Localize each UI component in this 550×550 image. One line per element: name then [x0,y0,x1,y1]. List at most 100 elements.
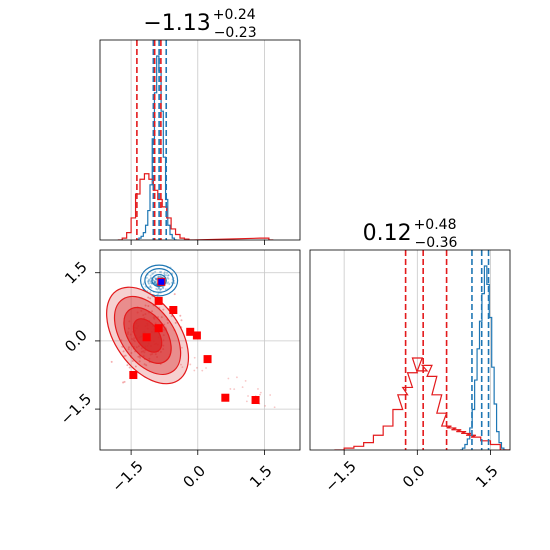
sample-dot [165,274,168,277]
sample-dot [122,350,125,353]
y-tick-label: −1.5 [57,390,95,428]
x-tick-label: 1.5 [472,462,502,492]
sample-dot [149,277,152,280]
sample-dot [273,406,276,409]
sample-dot [149,274,152,277]
sample-dot [167,274,170,277]
sample-dot [134,365,137,368]
sample-dot [157,275,160,278]
sample-dot [147,296,150,299]
sample-dot [131,359,134,362]
histogram-clip-group [334,265,510,450]
red-square-marker [221,393,230,402]
sample-dot [127,348,130,351]
sample-dot [149,280,152,283]
sample-dot [164,288,167,291]
sample-dot [148,279,151,282]
sample-dot [143,363,146,366]
sample-dot [147,281,150,284]
sample-dot [157,276,160,279]
sample-dot [147,304,150,307]
sample-dot [157,287,160,290]
red-square-marker [192,331,201,340]
sample-dot [152,272,155,275]
sample-dot [174,321,177,324]
sample-dot [149,285,152,288]
sample-dot [241,386,244,389]
sample-dot [244,379,247,382]
histogram-panel-param1: −1.13 +0.24 −0.23 [99,7,301,245]
sample-dot [233,388,236,391]
red-square-marker [203,355,212,364]
x-tick-label: −1.5 [321,457,359,495]
grid-lines [343,250,491,450]
sample-dot [180,363,182,366]
sample-dot [155,283,158,286]
sample-dot [257,388,259,390]
sample-dot [167,277,170,280]
sample-dot [144,304,147,307]
sample-dot [123,380,126,383]
sample-dot [147,280,150,283]
sample-dot [148,278,151,281]
sample-dot [142,283,145,286]
sample-dot [189,363,192,366]
y-tick-label: 0.0 [61,326,91,356]
sample-dot [264,404,267,407]
quantile-lines [136,40,168,240]
red-square-marker [154,324,163,333]
sample-dot [154,281,157,284]
x-ticks: −1.5 0.0 1.5 [321,450,502,496]
sample-dot [205,367,207,369]
sample-dot [166,276,169,279]
x-ticks [130,240,265,245]
sample-dot [162,308,165,311]
sample-dot [153,281,156,284]
sample-dot [163,272,166,275]
sample-dot [269,394,272,396]
sample-dot [139,356,142,359]
sample-dot [127,346,130,349]
x-tick-label: −1.5 [108,457,146,495]
sample-dot [165,282,168,285]
red-square-marker [129,371,138,379]
x-tick-label: 0.0 [399,462,429,492]
truth-marker-square [158,278,165,285]
sample-dot [155,278,158,281]
sample-dot [156,288,159,291]
x-ticks: −1.5 0.0 1.5 [108,450,276,496]
quantile-lines [404,250,490,450]
red-square-marker [251,396,260,404]
sample-dot [259,393,261,396]
histogram-series [334,265,510,450]
sample-dot [155,287,158,290]
sample-dot [146,280,149,283]
contour-level [144,268,174,293]
sample-dot [259,391,262,394]
histogram-panel-param2: −1.5 0.0 1.5 0.12 +0.48 −0.36 [309,217,511,496]
red-square-marker [154,296,163,305]
sample-dot [154,280,157,283]
grid-lines [130,40,265,240]
sample-dot [160,316,163,319]
sample-dot [152,279,155,282]
red-square-marker [169,306,178,314]
sample-dot [158,271,161,274]
sample-dot [155,278,158,281]
sample-dot [180,319,183,322]
sample-dot [167,281,170,284]
sample-dot [227,377,230,380]
scatter-panel: −1.5 0.0 1.5 −1.5 0.0 1.5 [57,249,301,496]
sample-dot [170,315,173,318]
sample-dot [149,291,152,294]
sample-dot [153,280,156,283]
sample-dot [126,364,129,367]
sample-dot [159,275,162,278]
sample-dot [170,281,173,284]
axes-frame [99,39,301,241]
sample-dot [168,282,171,285]
sample-dot [247,395,249,397]
axes-frame [99,249,301,451]
sample-dot [236,376,238,379]
sample-dot [154,277,157,280]
